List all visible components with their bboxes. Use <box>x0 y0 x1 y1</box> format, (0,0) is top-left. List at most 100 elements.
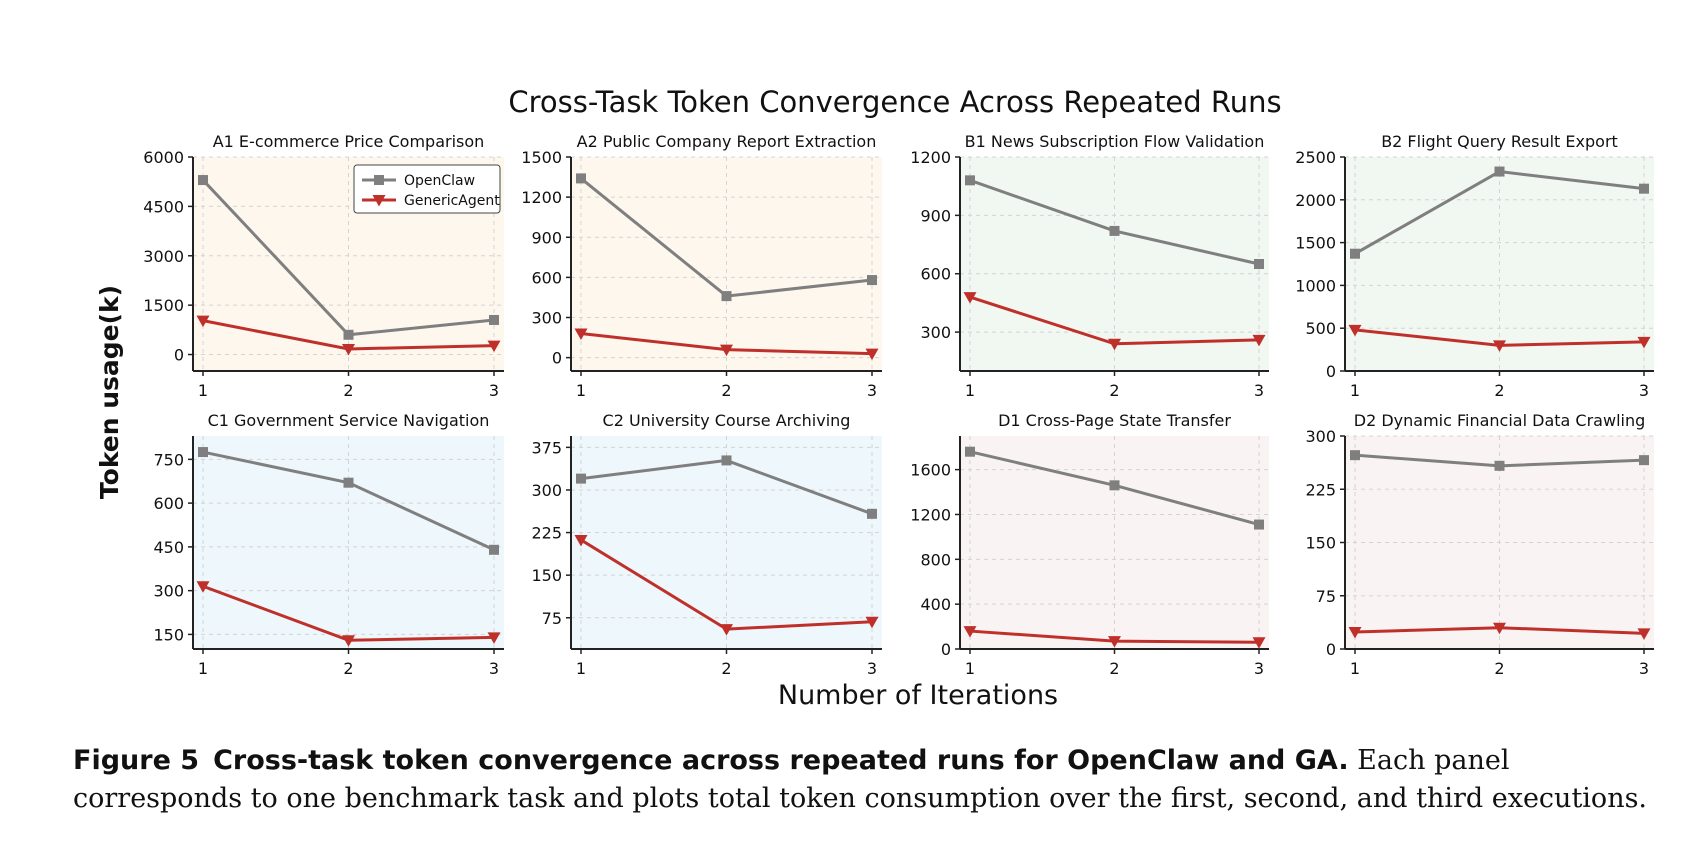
y-tick-label: 225 <box>531 524 562 543</box>
y-tick-label: 1500 <box>1295 234 1336 253</box>
x-tick-label: 3 <box>1639 381 1649 400</box>
x-tick-label: 1 <box>576 659 586 678</box>
caption-bold: Cross-task token convergence across repe… <box>213 745 1349 776</box>
x-tick-label: 3 <box>1639 659 1649 678</box>
y-tick-label: 4500 <box>143 197 184 216</box>
y-tick-label: 1600 <box>910 461 951 480</box>
caption-text: Each panel corresponds to one benchmark … <box>73 745 1648 814</box>
genericagent-point <box>196 315 210 328</box>
openclaw-point <box>489 314 499 325</box>
genericagent-point <box>1348 324 1362 337</box>
y-tick-label: 300 <box>531 481 562 500</box>
x-tick-label: 1 <box>198 659 208 678</box>
x-tick-label: 3 <box>1254 381 1264 400</box>
y-tick-label: 0 <box>1326 640 1336 659</box>
openclaw-point <box>721 455 732 466</box>
x-tick-label: 2 <box>1494 381 1504 400</box>
genericagent-point <box>963 292 977 304</box>
panel-title: C1 Government Service Navigation <box>208 411 490 430</box>
y-tick-label: 225 <box>1305 480 1336 499</box>
y-tick-label: 900 <box>920 206 951 225</box>
genericagent-point <box>720 624 733 636</box>
genericagent-point <box>196 581 210 593</box>
genericagent-point <box>342 343 355 356</box>
genericagent-point <box>720 344 733 357</box>
panel-7: 0 400 800 1200 1600 1 2 3 D1 Cross-Page State Tr… <box>910 411 1269 678</box>
figure: Cross-Task Token Convergence Across Repe… <box>95 85 1654 711</box>
y-tick-label: 375 <box>531 438 562 457</box>
y-tick-label: 2500 <box>1295 148 1336 167</box>
genericagent-point <box>963 626 977 638</box>
genericagent-point <box>1252 637 1266 649</box>
y-tick-label: 75 <box>542 609 562 628</box>
y-tick-label: 300 <box>153 582 184 601</box>
panel-6: 75 150 225 300 375 1 2 3 C2 University Course Ar… <box>531 411 882 678</box>
y-tick-label: 0 <box>174 346 184 365</box>
genericagent-point <box>1637 628 1651 640</box>
genericagent-point <box>865 616 879 629</box>
openclaw-point <box>1109 225 1120 236</box>
openclaw-point <box>198 175 208 186</box>
y-tick-label: 6000 <box>143 148 184 167</box>
genericagent-point <box>1252 334 1266 347</box>
openclaw-point <box>343 477 354 488</box>
openclaw-point <box>1494 166 1505 177</box>
genericagent-point <box>342 635 355 647</box>
y-axis-label: Token usage(k) <box>95 285 124 499</box>
openclaw-point <box>576 173 586 184</box>
y-tick-label: 750 <box>153 450 184 469</box>
y-tick-label: 3000 <box>143 247 184 266</box>
openclaw-point <box>1494 460 1505 471</box>
openclaw-point <box>867 508 877 519</box>
panel-4: 0 500 1000 1500 2000 2500 1 2 3 B2 Flight Query R… <box>1295 132 1654 400</box>
openclaw-point <box>343 329 354 340</box>
genericagent-point <box>1493 622 1506 635</box>
x-tick-label: 2 <box>1109 381 1119 400</box>
x-tick-label: 2 <box>1494 659 1504 678</box>
openclaw-point <box>1350 450 1360 461</box>
y-tick-label: 300 <box>1305 427 1336 446</box>
openclaw-point <box>198 447 208 458</box>
y-tick-label: 0 <box>1326 362 1336 381</box>
y-tick-label: 0 <box>941 640 951 659</box>
genericagent-point <box>1348 626 1362 639</box>
panel-title: A1 E-commerce Price Comparison <box>213 132 485 151</box>
legend-label: GenericAgent <box>404 193 500 209</box>
x-tick-label: 1 <box>965 381 975 400</box>
openclaw-point <box>1109 480 1120 491</box>
genericagent-point <box>1108 338 1121 351</box>
x-tick-label: 3 <box>1254 659 1264 678</box>
y-tick-label: 300 <box>920 323 951 342</box>
x-tick-label: 2 <box>343 659 353 678</box>
x-tick-label: 1 <box>198 381 208 400</box>
x-axis-label: Number of Iterations <box>778 680 1058 711</box>
openclaw-point <box>721 291 732 302</box>
openclaw-point <box>965 175 975 186</box>
panel-title: D1 Cross-Page State Transfer <box>998 411 1231 430</box>
x-tick-label: 1 <box>965 659 975 678</box>
y-tick-label: 600 <box>920 265 951 284</box>
panel-title: A2 Public Company Report Extraction <box>577 132 877 151</box>
y-tick-label: 600 <box>153 494 184 513</box>
x-tick-label: 3 <box>489 659 499 678</box>
openclaw-point <box>867 275 877 286</box>
openclaw-point <box>576 473 586 484</box>
openclaw-point <box>1639 183 1649 194</box>
legend-label: OpenClaw <box>404 173 475 189</box>
x-tick-label: 1 <box>1350 381 1360 400</box>
y-tick-label: 1200 <box>521 188 562 207</box>
caption-label: Figure 5 <box>73 745 200 776</box>
openclaw-point <box>1254 519 1264 530</box>
panel-title: B2 Flight Query Result Export <box>1381 132 1618 151</box>
figure-title: Cross-Task Token Convergence Across Repe… <box>508 85 1281 119</box>
y-tick-label: 1200 <box>910 505 951 524</box>
genericagent-point <box>574 328 588 341</box>
x-tick-label: 3 <box>867 659 877 678</box>
genericagent-point <box>1637 336 1651 349</box>
panel-title: C2 University Course Archiving <box>603 411 851 430</box>
y-tick-label: 1200 <box>910 148 951 167</box>
y-tick-label: 150 <box>153 625 184 644</box>
y-tick-label: 400 <box>920 595 951 614</box>
genericagent-point <box>574 534 588 547</box>
